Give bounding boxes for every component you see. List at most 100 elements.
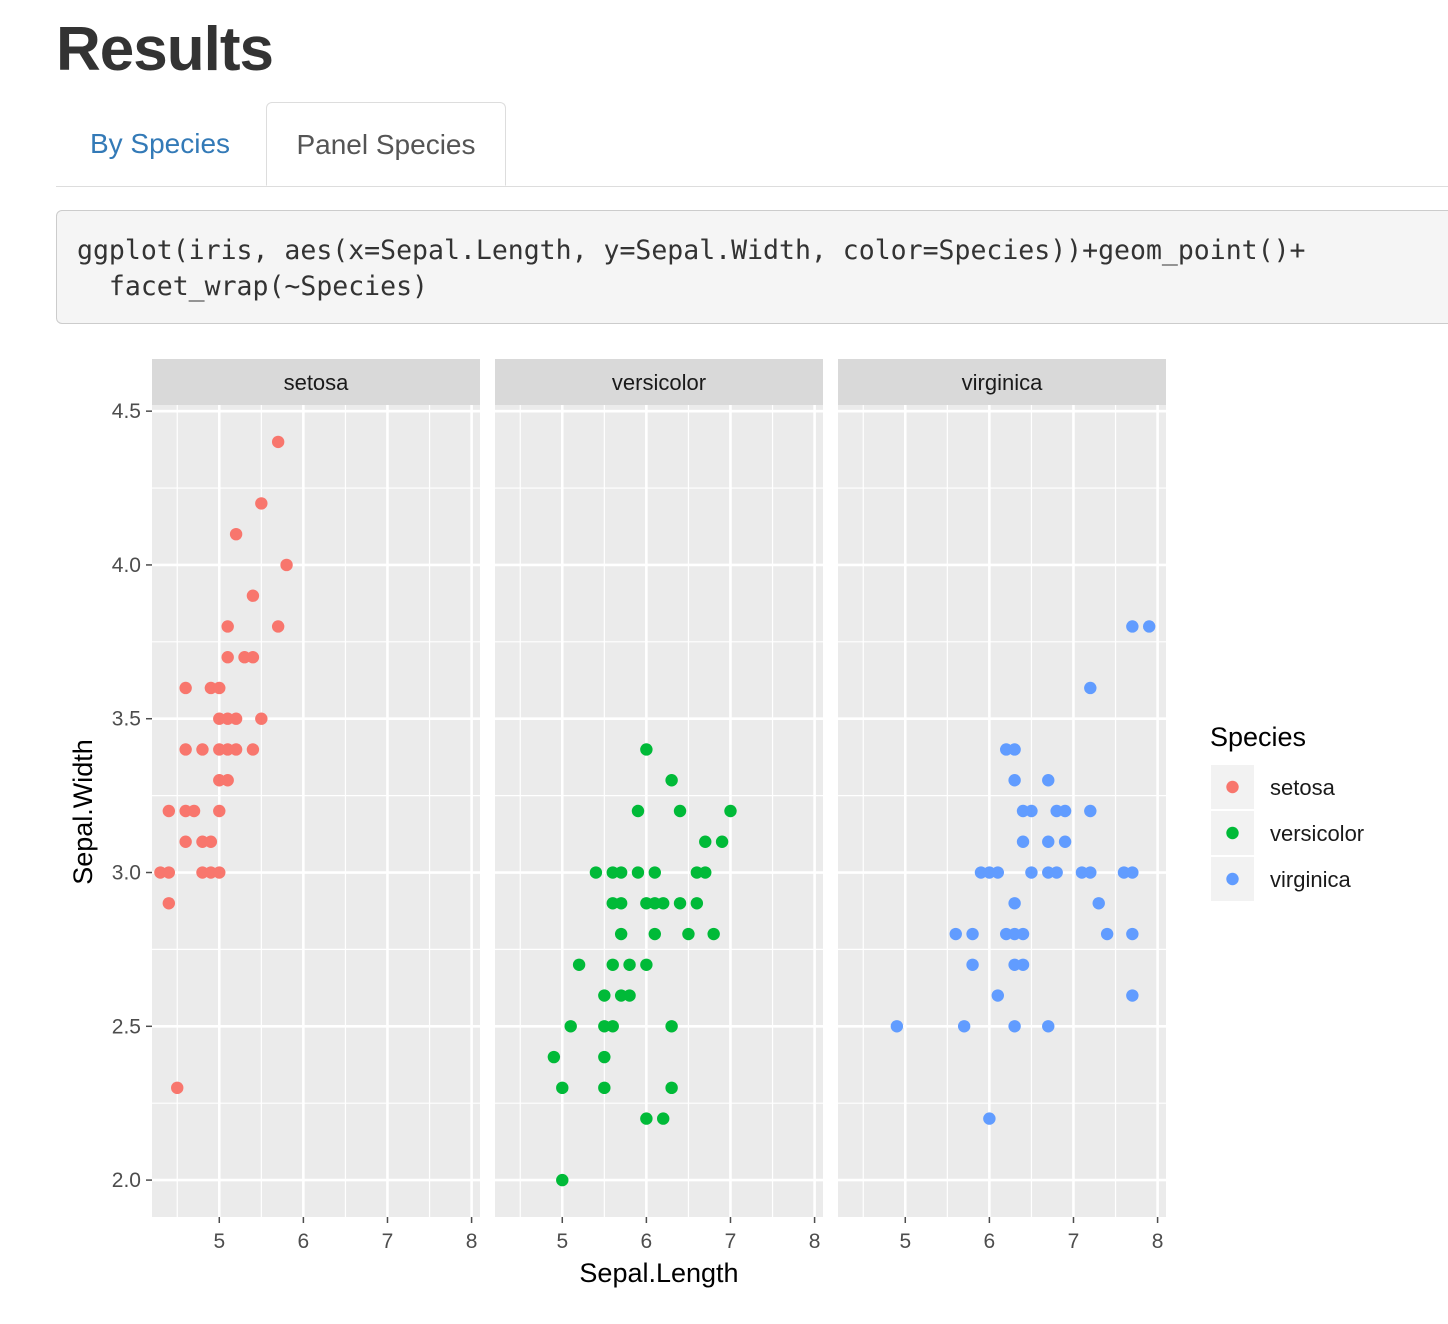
facet-strip-virginica — [838, 359, 1166, 405]
data-point-versicolor — [606, 958, 619, 971]
data-point-setosa — [246, 743, 260, 756]
code-line-2: facet_wrap(~Species) — [77, 271, 428, 302]
tab-by-species[interactable]: By Species — [89, 128, 231, 159]
data-point-virginica — [1084, 804, 1097, 818]
legend-point-versicolor — [1226, 826, 1239, 840]
data-point-setosa — [162, 804, 176, 818]
data-point-setosa — [213, 866, 226, 879]
data-point-setosa — [229, 712, 243, 725]
data-point-setosa — [221, 774, 234, 787]
x-tick-label: 8 — [1152, 1230, 1164, 1253]
data-point-virginica — [1050, 866, 1063, 879]
facet-panel-setosa — [152, 405, 480, 1217]
facet-strip-label: virginica — [962, 370, 1043, 395]
data-point-versicolor — [640, 958, 653, 971]
data-point-virginica — [1092, 897, 1105, 910]
data-point-versicolor — [623, 958, 636, 971]
data-point-versicolor — [699, 835, 712, 848]
page-title: Results — [56, 15, 274, 84]
data-point-virginica — [1042, 835, 1055, 848]
data-point-setosa — [179, 835, 192, 848]
code-line-1: ggplot(iris, aes(x=Sepal.Length, y=Sepal… — [77, 235, 1306, 266]
y-tick-label: 4.5 — [112, 400, 141, 423]
x-tick-label: 8 — [809, 1230, 821, 1253]
facet-panel-versicolor — [495, 405, 823, 1217]
data-point-versicolor — [623, 989, 636, 1002]
data-point-setosa — [196, 743, 209, 756]
data-point-virginica — [1126, 927, 1139, 941]
data-point-versicolor — [547, 1050, 561, 1064]
data-point-virginica — [1016, 927, 1030, 941]
data-point-versicolor — [572, 958, 586, 971]
data-point-setosa — [229, 743, 243, 756]
data-point-versicolor — [614, 927, 628, 941]
x-tick-label: 5 — [556, 1230, 568, 1253]
data-point-setosa — [246, 589, 260, 602]
data-point-virginica — [966, 958, 979, 971]
data-point-versicolor — [631, 866, 645, 879]
y-tick-label: 2.0 — [112, 1169, 141, 1192]
data-point-setosa — [179, 681, 192, 695]
tab-panel-species[interactable]: Panel Species — [266, 102, 506, 186]
data-point-setosa — [280, 558, 293, 572]
data-point-virginica — [1126, 989, 1139, 1002]
legend-title: Species — [1210, 722, 1306, 752]
data-point-setosa — [213, 804, 226, 818]
data-point-virginica — [1008, 897, 1021, 910]
data-point-versicolor — [640, 1112, 653, 1125]
x-tick-label: 6 — [298, 1230, 310, 1253]
data-point-virginica — [949, 927, 962, 941]
tab-bar: By Species Panel Species — [56, 102, 1448, 187]
data-point-virginica — [1100, 927, 1114, 941]
data-point-setosa — [162, 866, 176, 879]
data-point-versicolor — [690, 897, 704, 910]
data-point-versicolor — [631, 804, 645, 818]
y-tick-label: 4.0 — [112, 554, 141, 577]
data-point-versicolor — [614, 897, 628, 910]
x-tick-label: 7 — [1068, 1230, 1080, 1253]
data-point-versicolor — [598, 1050, 611, 1064]
data-point-versicolor — [598, 989, 611, 1002]
data-point-setosa — [246, 651, 260, 664]
data-point-versicolor — [665, 1020, 678, 1033]
data-point-virginica — [1025, 804, 1038, 818]
data-point-setosa — [255, 712, 268, 725]
data-point-virginica — [1058, 835, 1072, 848]
data-point-virginica — [1126, 620, 1139, 633]
code-block: ggplot(iris, aes(x=Sepal.Length, y=Sepal… — [56, 210, 1448, 324]
data-point-virginica — [890, 1020, 904, 1033]
data-point-versicolor — [673, 804, 687, 818]
x-tick-label: 8 — [466, 1230, 478, 1253]
y-tick-label: 2.5 — [112, 1015, 141, 1038]
y-axis-title: Sepal.Width — [68, 739, 98, 885]
data-point-virginica — [991, 989, 1004, 1002]
facet-panel-virginica — [838, 405, 1166, 1217]
data-point-setosa — [271, 435, 285, 449]
data-point-virginica — [1084, 681, 1097, 695]
data-point-setosa — [221, 620, 234, 633]
data-point-virginica — [957, 1020, 971, 1033]
data-point-virginica — [1016, 958, 1030, 971]
data-point-versicolor — [564, 1020, 577, 1033]
data-point-versicolor — [665, 774, 678, 787]
x-tick-label: 5 — [899, 1230, 911, 1253]
x-tick-label: 6 — [641, 1230, 653, 1253]
data-point-versicolor — [648, 866, 661, 879]
x-tick-label: 7 — [382, 1230, 394, 1253]
facet-strip-versicolor — [495, 359, 823, 405]
legend-label: setosa — [1270, 775, 1336, 800]
data-point-versicolor — [715, 835, 729, 848]
data-point-virginica — [1084, 866, 1097, 879]
data-point-virginica — [1042, 774, 1055, 787]
data-point-versicolor — [657, 897, 670, 910]
data-point-virginica — [1058, 804, 1072, 818]
data-point-setosa — [179, 743, 192, 756]
data-point-versicolor — [556, 1173, 569, 1187]
x-tick-label: 6 — [984, 1230, 996, 1253]
x-axis-title: Sepal.Length — [579, 1258, 738, 1288]
data-point-versicolor — [614, 866, 628, 879]
data-point-versicolor — [707, 927, 720, 941]
data-point-versicolor — [657, 1112, 670, 1125]
y-tick-label: 3.5 — [112, 708, 141, 731]
